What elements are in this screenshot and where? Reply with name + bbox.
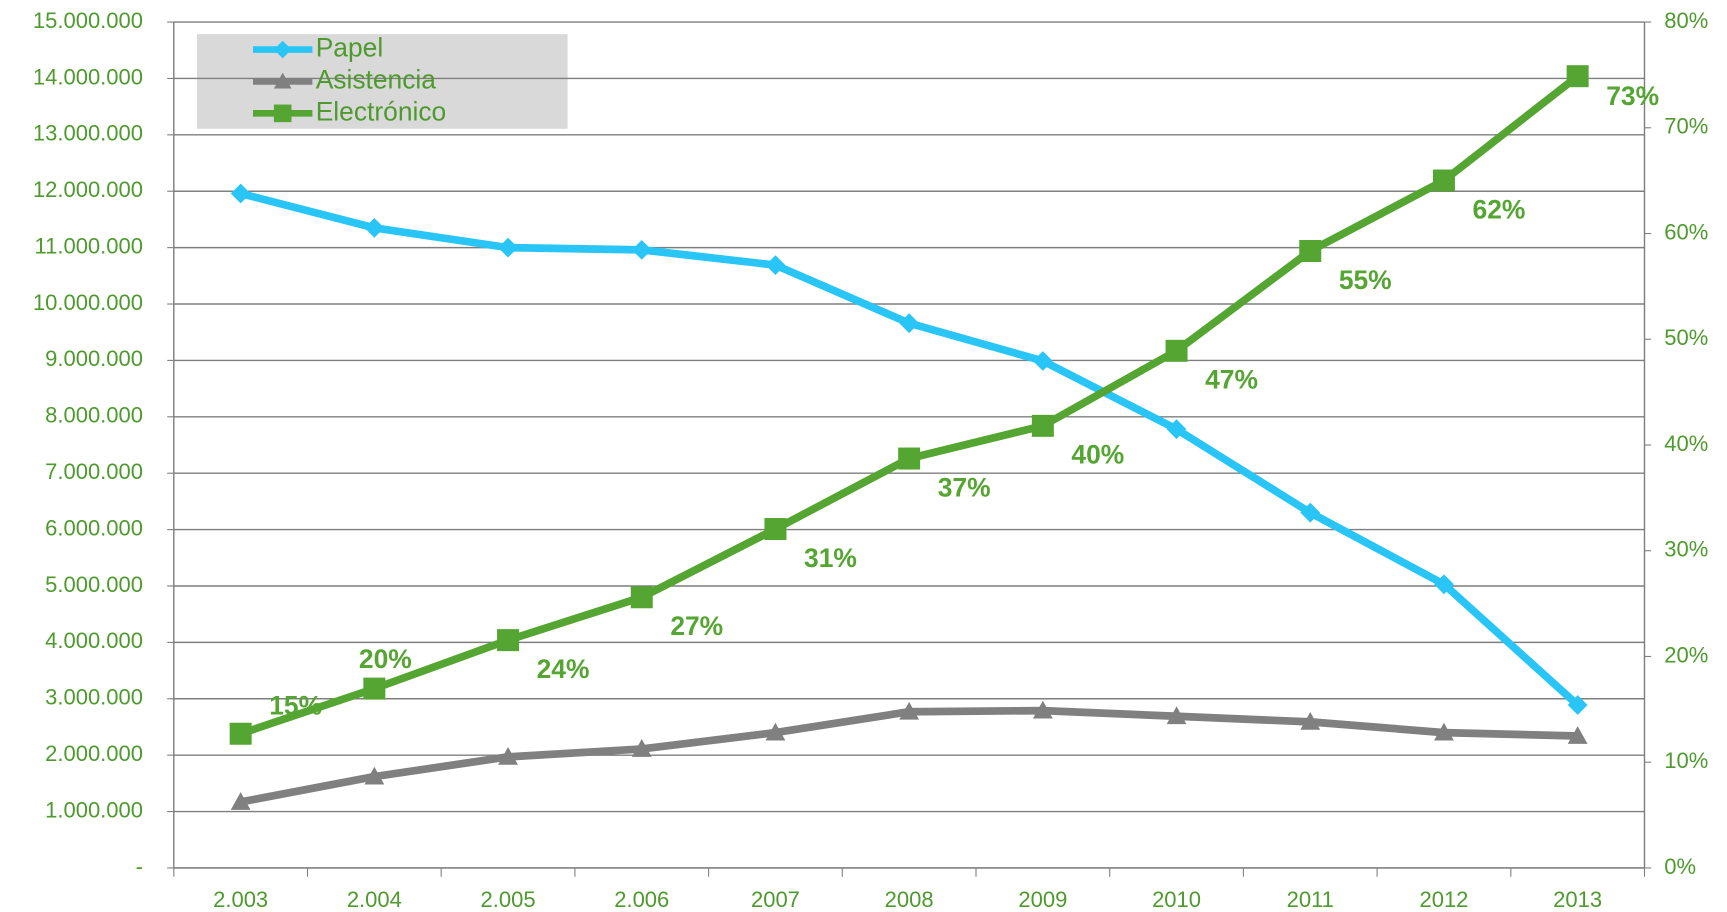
data-annotation: 31% (804, 543, 857, 573)
data-annotation: 55% (1339, 265, 1392, 295)
y2-tick-label: 10% (1664, 748, 1708, 773)
data-point (765, 722, 786, 741)
y-tick-label: 5.000.000 (45, 572, 143, 597)
data-point (1166, 706, 1187, 725)
data-annotation: 27% (670, 611, 723, 641)
y-tick-label: 10.000.000 (33, 290, 143, 315)
x-tick-label: 2013 (1553, 887, 1602, 912)
x-tick-label: 2011 (1287, 887, 1334, 912)
data-point (1300, 502, 1321, 523)
data-point (765, 255, 786, 276)
data-annotation: 24% (537, 654, 590, 684)
x-tick-label: 2.005 (481, 887, 536, 912)
y2-tick-label: 0% (1664, 854, 1696, 879)
y2-tick-label: 20% (1664, 642, 1708, 667)
data-point (1300, 711, 1321, 730)
legend-label: Papel (316, 33, 384, 63)
data-point (1031, 414, 1054, 437)
data-point (899, 313, 920, 334)
x-tick-label: 2.003 (213, 887, 268, 912)
data-annotation: 40% (1071, 440, 1124, 470)
data-annotation: 62% (1473, 194, 1526, 224)
data-point (1567, 726, 1588, 744)
y-tick-label: 2.000.000 (45, 741, 143, 766)
data-point (229, 722, 252, 745)
y-tick-label: 12.000.000 (33, 177, 143, 202)
data-annotation: 37% (938, 472, 991, 502)
series-line (239, 73, 1581, 738)
y2-tick-label: 40% (1664, 431, 1708, 456)
y-tick-label: 4.000.000 (45, 628, 143, 653)
data-point (1434, 722, 1454, 741)
data-point (1434, 574, 1454, 595)
y-tick-label: 3.000.000 (45, 685, 143, 710)
data-annotation: 47% (1205, 365, 1258, 395)
y2-tick-label: 80% (1664, 8, 1708, 33)
data-point (1032, 700, 1053, 719)
data-point (363, 677, 386, 700)
data-point (1166, 419, 1187, 440)
x-tick-label: 2.004 (347, 887, 402, 912)
y-tick-label: 6.000.000 (45, 515, 143, 540)
data-point (1032, 351, 1053, 371)
y-tick-label: 1.000.000 (45, 797, 143, 822)
data-point (230, 183, 251, 204)
data-annotation: 73% (1606, 81, 1659, 111)
y-tick-label: 11.000.000 (35, 233, 143, 258)
y-tick-label: 15.000.000 (33, 8, 143, 33)
x-tick-label: 2012 (1419, 887, 1468, 912)
data-point (899, 701, 920, 720)
data-point (631, 239, 652, 260)
y-tick-label: - (136, 854, 143, 879)
x-tick-label: 2010 (1152, 887, 1201, 912)
y-tick-label: 8.000.000 (45, 403, 143, 428)
data-point (764, 518, 787, 541)
data-point (497, 629, 520, 652)
data-point (230, 792, 251, 810)
legend-label: Asistencia (316, 64, 437, 94)
data-point (1432, 169, 1455, 192)
data-point (364, 217, 385, 238)
y-tick-label: 14.000.000 (33, 64, 143, 89)
data-point (1299, 240, 1322, 263)
data-annotation: 20% (359, 644, 412, 674)
data-point (498, 746, 518, 765)
y2-tick-label: 30% (1664, 537, 1708, 562)
data-annotation: 15% (269, 690, 322, 720)
y-tick-label: 7.000.000 (45, 459, 143, 484)
x-tick-label: 2.006 (614, 887, 669, 912)
x-tick-label: 2008 (885, 887, 934, 912)
x-tick-label: 2007 (751, 887, 800, 912)
y-tick-label: 13.000.000 (33, 121, 143, 146)
series-line (239, 706, 1578, 806)
x-tick-label: 2009 (1018, 887, 1067, 912)
y2-tick-label: 70% (1664, 114, 1708, 139)
data-point (364, 766, 385, 785)
data-point (1566, 65, 1589, 88)
legend-marker (273, 72, 292, 89)
data-point (631, 739, 652, 757)
data-point (498, 237, 518, 258)
y2-tick-label: 60% (1664, 219, 1708, 244)
y2-tick-label: 50% (1664, 325, 1708, 350)
data-point (1165, 339, 1188, 362)
y-tick-label: 9.000.000 (45, 346, 143, 371)
legend-marker (273, 104, 292, 123)
data-point (630, 586, 653, 609)
legend-label: Electrónico (316, 96, 447, 126)
data-point (898, 447, 921, 470)
